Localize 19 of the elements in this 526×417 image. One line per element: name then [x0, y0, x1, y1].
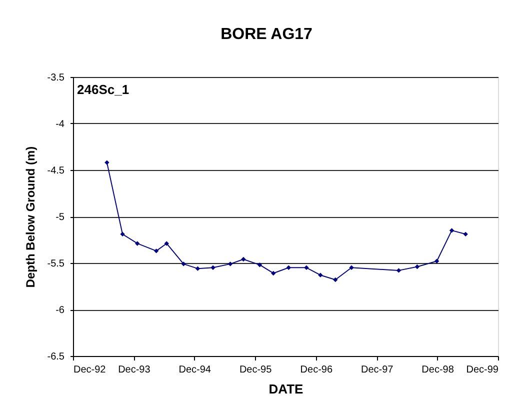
x-tick-label: Dec-94: [178, 364, 212, 376]
x-tick-label: Dec-96: [300, 364, 333, 376]
x-tick-label: Dec-98: [422, 364, 454, 376]
y-tick-label: -3.5: [47, 72, 65, 84]
annotation: 246Sc_1: [77, 82, 130, 97]
y-axis-title: Depth Below Ground (m): [23, 146, 38, 288]
y-tick-label: -5.5: [47, 258, 65, 270]
y-tick-label: -6.5: [47, 352, 65, 362]
x-tick-label: Dec-97: [360, 364, 394, 376]
chart-title: BORE AG17: [220, 26, 313, 43]
x-tick-label: Dec-95: [239, 364, 272, 376]
y-tick-label: -6: [56, 305, 65, 316]
x-axis-title: DATE: [268, 382, 304, 396]
x-tick-label: Dec-92: [74, 364, 106, 376]
y-tick-label: -4: [56, 119, 65, 130]
x-tick-label: Dec-93: [118, 364, 151, 376]
y-tick-label: -4.5: [47, 166, 65, 176]
x-tick-label: Dec-99: [466, 364, 499, 376]
y-tick-label: -5: [56, 212, 65, 223]
